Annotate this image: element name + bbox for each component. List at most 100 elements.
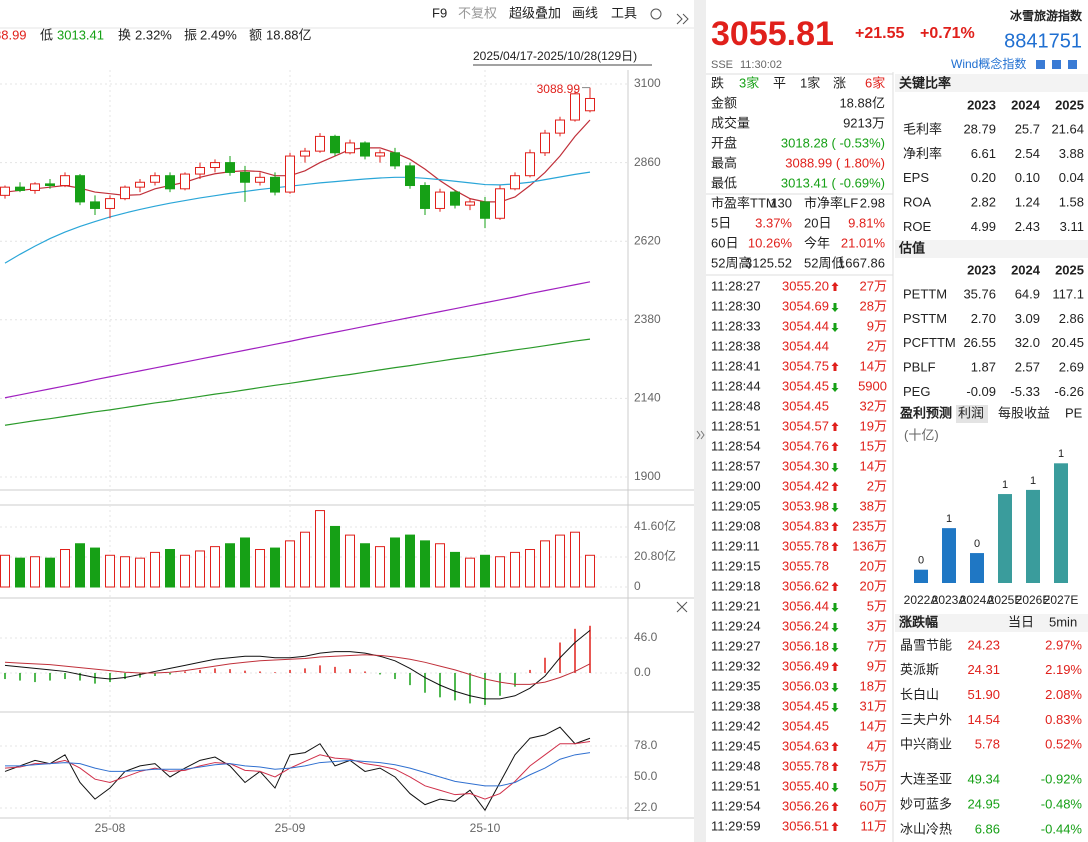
- trade-volume: 3万: [867, 618, 887, 633]
- cell: 64.9: [1015, 286, 1040, 301]
- stock-pct: 2.97%: [1045, 637, 1082, 652]
- trade-price: 3054.45: [782, 378, 829, 393]
- trade-price: 3054.44: [782, 338, 829, 353]
- ma-line: [4, 338, 591, 426]
- icon[interactable]: [1052, 60, 1061, 69]
- candle-body: [375, 152, 385, 157]
- stock-name[interactable]: 长白山: [900, 687, 939, 702]
- toolbar-button[interactable]: 画线: [572, 5, 598, 20]
- tab[interactable]: PE: [1065, 405, 1083, 420]
- trade-price: 3055.20: [782, 278, 829, 293]
- tab[interactable]: 利润: [958, 405, 984, 420]
- y-tick-label: 20.80亿: [634, 548, 676, 563]
- stat-value: 3018.28 ( -0.53%): [781, 135, 885, 150]
- trade-price: 3055.40: [782, 778, 829, 793]
- stock-name[interactable]: 晶雪节能: [900, 637, 952, 652]
- stock-name[interactable]: 三夫户外: [900, 712, 952, 727]
- splitter[interactable]: [694, 0, 706, 842]
- cell: 2.57: [1015, 360, 1040, 375]
- arrow-up: [831, 522, 839, 531]
- stock-price: 51.90: [967, 687, 1000, 702]
- candle-body: [45, 183, 55, 187]
- stock-name[interactable]: 英派斯: [900, 662, 939, 677]
- volume-bar: [285, 540, 295, 588]
- trade-volume: 235万: [852, 518, 887, 533]
- volume-bar: [135, 557, 145, 588]
- label: 额: [249, 27, 262, 42]
- x-tick-label: 25-10: [470, 821, 501, 835]
- tab[interactable]: 当日: [1008, 614, 1034, 629]
- icon[interactable]: [1036, 60, 1045, 69]
- cell: 20.45: [1051, 335, 1084, 350]
- toolbar-button[interactable]: 工具: [611, 5, 637, 20]
- y-tick-label: 78.0: [634, 738, 658, 752]
- section-bg: [895, 240, 1088, 258]
- trade-volume: 14万: [860, 718, 887, 733]
- cell: 2.86: [1059, 311, 1084, 326]
- trade-time: 11:29:11: [711, 538, 760, 553]
- candle-body: [150, 175, 160, 183]
- volume-bar: [60, 549, 70, 588]
- cell: 2.43: [1015, 219, 1040, 234]
- forecast-bar: [1026, 489, 1040, 583]
- trade-time: 11:28:51: [711, 418, 761, 433]
- label: 2.32%: [135, 27, 172, 42]
- trade-price: 3055.78: [782, 758, 829, 773]
- toolbar-button[interactable]: 超级叠加: [509, 5, 561, 20]
- arrow-down: [831, 383, 839, 392]
- label: 3013.41: [57, 27, 104, 42]
- arrow-down: [831, 683, 839, 692]
- candle-body: [0, 186, 10, 196]
- x-tick-label: 2024A: [960, 593, 995, 607]
- trade-volume: 32万: [860, 398, 887, 413]
- candle-body: [315, 135, 325, 152]
- trade-price: 3056.26: [782, 798, 829, 813]
- breadth: 6家: [865, 75, 885, 90]
- collapse-icon[interactable]: [696, 430, 705, 440]
- stock-pct: 0.83%: [1045, 712, 1082, 727]
- candle-body: [60, 175, 70, 187]
- stock-name[interactable]: 妙可蓝多: [900, 796, 952, 811]
- icon[interactable]: [1068, 60, 1077, 69]
- stock-name[interactable]: 冰山冷热: [900, 821, 952, 836]
- data-label: 1: [946, 513, 952, 525]
- tab[interactable]: 每股收益: [998, 405, 1050, 420]
- candle-body: [105, 198, 115, 209]
- row-label: 毛利率: [903, 121, 942, 136]
- data-label: 0: [918, 555, 924, 567]
- toolbar-button[interactable]: F9: [432, 5, 447, 20]
- close-icon[interactable]: [676, 601, 688, 613]
- trade-time: 11:29:24: [711, 618, 761, 633]
- stat-value: 3.37%: [755, 215, 792, 230]
- tab[interactable]: 盈利预测: [899, 405, 952, 420]
- trade-time: 11:29:38: [711, 698, 761, 713]
- cell: -5.33: [1010, 384, 1040, 399]
- volume-bar: [495, 556, 505, 588]
- y-tick-label: 0: [634, 579, 641, 593]
- stock-price: 6.86: [975, 821, 1000, 836]
- category[interactable]: Wind概念指数: [951, 56, 1026, 71]
- year-header: 2025: [1055, 262, 1084, 277]
- date-range[interactable]: 2025/04/17-2025/10/28(129日): [473, 49, 637, 63]
- expand-icon[interactable]: [676, 13, 689, 25]
- cell: 28.79: [963, 121, 996, 136]
- cell: 3.88: [1059, 146, 1084, 161]
- cell: 2.82: [971, 195, 996, 210]
- stock-name[interactable]: 中兴商业: [900, 737, 952, 752]
- trade-price: 3053.98: [782, 498, 829, 513]
- candle-body: [255, 176, 265, 183]
- stock-name[interactable]: 大连圣亚: [900, 771, 952, 786]
- row-label: PBLF: [903, 360, 936, 375]
- tab[interactable]: 5min: [1049, 614, 1077, 629]
- stat-value: 130: [770, 195, 792, 210]
- volume-bar: [15, 557, 25, 588]
- toolbar-button[interactable]: 不复权: [458, 5, 497, 20]
- section-title: 估值: [898, 240, 925, 255]
- y-tick-label: 2620: [634, 233, 661, 247]
- volume-bar: [330, 525, 340, 588]
- y-tick-label: 46.0: [634, 630, 658, 644]
- arrow-up: [831, 822, 839, 831]
- trade-time: 11:29:05: [711, 498, 761, 513]
- settings-icon[interactable]: [650, 8, 662, 20]
